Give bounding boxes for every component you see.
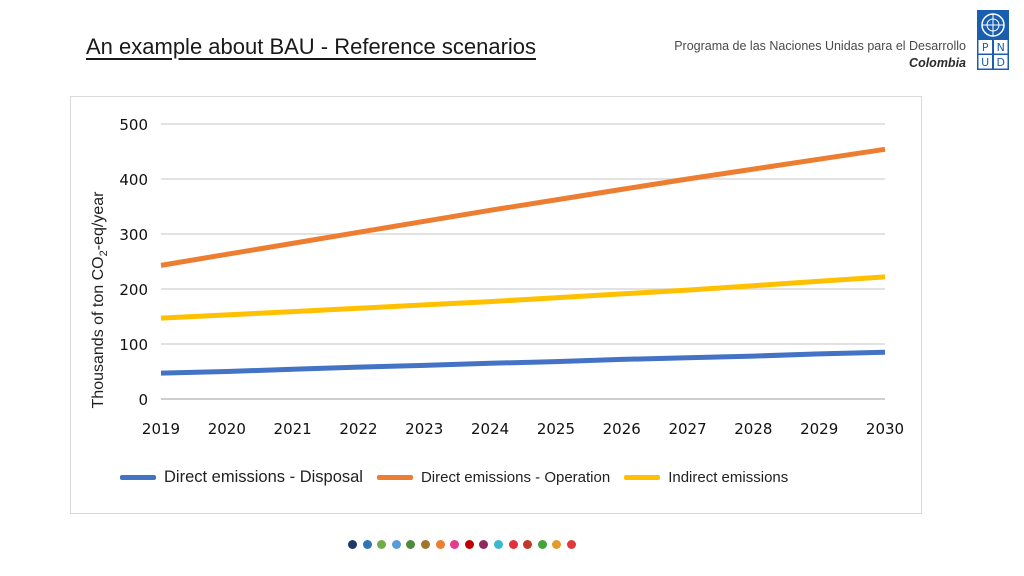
sdg-dot <box>377 540 387 549</box>
legend-label-disposal: Direct emissions - Disposal <box>164 468 363 486</box>
gridlines <box>161 123 885 400</box>
x-tick-label: 2024 <box>471 420 509 438</box>
legend-swatch-indirect <box>624 475 661 480</box>
page-title: An example about BAU - Reference scenari… <box>86 34 537 59</box>
legend-item-disposal: Direct emissions - Disposal <box>120 468 363 487</box>
sdg-dot <box>566 540 576 549</box>
axis-ticks: 0 100 200 300 400 500 2019 2020 2021 2022 2023 2024… <box>119 116 904 438</box>
y-tick-label: 200 <box>119 281 148 299</box>
x-tick-label: 2029 <box>800 420 838 438</box>
sdg-dot <box>508 540 518 549</box>
sdg-dot <box>406 540 416 549</box>
logo-letter: N <box>997 41 1005 54</box>
x-tick-label: 2030 <box>866 420 904 438</box>
y-tick-label: 500 <box>119 116 148 134</box>
y-axis-label-subscript: 2 <box>98 250 111 257</box>
sdg-dot <box>391 540 401 549</box>
sdg-dot <box>450 540 460 549</box>
x-tick-label: 2025 <box>537 420 575 438</box>
y-tick-label: 300 <box>119 226 148 244</box>
x-tick-label: 2027 <box>668 420 706 438</box>
sdg-dot <box>362 540 372 549</box>
y-tick-label: 100 <box>119 336 148 354</box>
y-tick-label: 400 <box>119 171 148 189</box>
undp-logo-icon: P N U D <box>977 10 1009 70</box>
y-axis-label: Thousands of ton CO2-eq/year <box>90 192 110 409</box>
legend-swatch-disposal <box>120 475 156 480</box>
sdg-dot <box>420 540 430 549</box>
x-tick-label: 2021 <box>274 420 312 438</box>
x-tick-label: 2028 <box>734 420 772 438</box>
legend-label-operation: Direct emissions - Operation <box>420 469 611 486</box>
sdg-dot <box>552 540 562 549</box>
x-tick-label: 2026 <box>603 420 641 438</box>
chart-legend: Direct emissions - Disposal Direct emiss… <box>120 468 802 487</box>
sdg-dot <box>493 540 503 549</box>
sdg-dot <box>464 540 474 549</box>
org-name: Programa de las Naciones Unidas para el … <box>674 38 966 72</box>
sdg-color-dots <box>348 540 582 549</box>
logo-letter: D <box>997 56 1005 69</box>
legend-label-indirect: Indirect emissions <box>668 469 789 486</box>
legend-item-operation: Direct emissions - Operation <box>376 469 611 486</box>
sdg-dot <box>435 540 445 549</box>
x-tick-label: 2022 <box>339 420 377 438</box>
series-lines <box>160 146 886 376</box>
sdg-dot <box>537 540 547 549</box>
y-axis-label-main: Thousands of ton CO <box>89 256 107 409</box>
y-tick-label: 0 <box>138 391 148 409</box>
series-line-0 <box>160 349 886 376</box>
org-name-line: Programa de las Naciones Unidas para el … <box>674 39 966 53</box>
sdg-dot <box>479 540 489 549</box>
x-tick-label: 2023 <box>405 420 443 438</box>
org-country: Colombia <box>909 56 966 70</box>
x-tick-label: 2020 <box>208 420 246 438</box>
series-line-2 <box>160 274 886 321</box>
series-line-1 <box>160 146 886 268</box>
logo-letter: P <box>982 41 989 54</box>
logo-letter: U <box>981 56 989 69</box>
x-tick-label: 2019 <box>142 420 180 438</box>
y-axis-label-suffix: -eq/year <box>89 191 107 251</box>
legend-item-indirect: Indirect emissions <box>624 469 788 486</box>
sdg-dot <box>523 540 533 549</box>
legend-swatch-operation <box>376 475 413 480</box>
sdg-dot <box>348 540 357 549</box>
